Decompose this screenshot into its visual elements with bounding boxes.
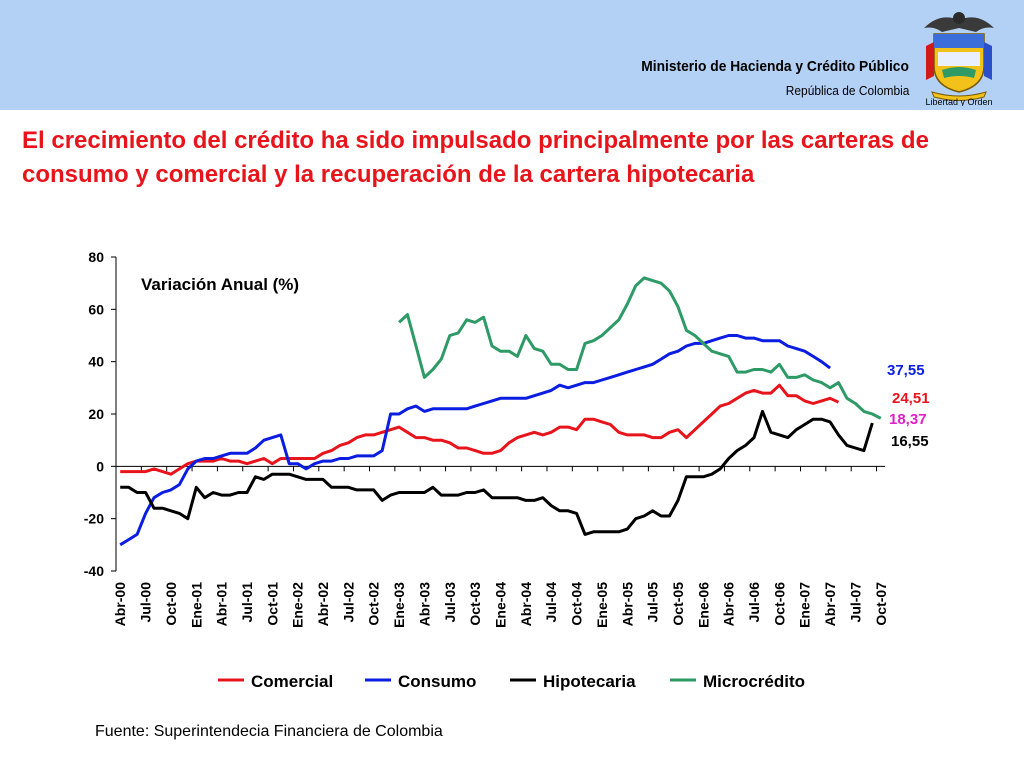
y-tick-label: 40 [88,354,104,370]
end-value-label: 24,51 [892,390,930,407]
y-tick-label: 60 [88,301,104,317]
chart-title: Variación Anual (%) [141,275,299,294]
x-tick-label: Abr-04 [518,582,534,627]
x-tick-label: Abr-05 [619,582,635,627]
header-banner: Ministerio de Hacienda y Crédito Público… [0,0,1024,110]
end-value-label: 16,55 [891,433,929,450]
x-tick-label: Jul-01 [239,582,255,623]
x-tick-label: Oct-04 [569,582,585,626]
x-tick-label: Jul-03 [442,582,458,623]
legend-label: Hipotecaria [543,672,636,691]
x-tick-label: Jul-04 [543,582,559,623]
x-tick-label: Jul-06 [746,582,762,623]
series-line-hipotecaria [120,409,874,536]
y-tick-label: 20 [88,406,104,422]
x-tick-label: Jul-05 [645,582,661,623]
x-tick-label: Ene-05 [594,582,610,628]
x-tick-label: Ene-03 [391,582,407,628]
x-tick-label: Oct-00 [163,582,179,626]
x-tick-label: Oct-07 [873,582,889,626]
x-tick-label: Ene-04 [493,582,509,628]
x-tick-label: Oct-02 [366,582,382,626]
y-tick-label: -40 [84,563,104,579]
x-tick-label: Ene-06 [695,582,711,628]
x-tick-label: Ene-02 [290,582,306,628]
y-tick-label: 0 [96,458,104,474]
legend-label: Consumo [398,672,476,691]
coat-of-arms-logo: Libertad y Orden [924,12,994,106]
x-tick-label: Abr-07 [822,582,838,627]
y-tick-label: 80 [88,249,104,265]
x-tick-label: Oct-03 [467,582,483,626]
series-line-comercial [120,383,840,476]
x-tick-label: Oct-06 [771,582,787,626]
end-value-label: 18,37 [889,411,927,428]
y-tick-label: -20 [84,511,104,527]
series-line-microcrédito [398,276,882,420]
x-tick-label: Abr-01 [214,582,230,627]
x-tick-label: Ene-07 [797,582,813,628]
x-tick-label: Abr-02 [315,582,331,627]
legend-label: Comercial [251,672,333,691]
x-tick-label: Abr-06 [721,582,737,627]
x-tick-label: Abr-00 [112,582,128,627]
source-note: Fuente: Superintendecia Financiera de Co… [95,723,443,740]
logo-motto-text: Libertad y Orden [925,97,992,106]
slide-title: El crecimiento del crédito ha sido impul… [22,127,929,188]
x-tick-label: Jul-00 [138,582,154,623]
x-tick-label: Jul-02 [340,582,356,623]
x-tick-label: Oct-05 [670,582,686,626]
x-tick-label: Jul-07 [847,582,863,623]
x-tick-label: Ene-01 [188,582,204,628]
x-tick-label: Abr-03 [416,582,432,627]
x-tick-label: Oct-01 [264,582,280,626]
legend-label: Microcrédito [703,672,805,691]
series-line-consumo [119,334,832,547]
end-value-label: 37,55 [887,362,925,379]
republic-name: República de Colombia [785,83,909,98]
ministry-name: Ministerio de Hacienda y Crédito Público [641,58,909,75]
